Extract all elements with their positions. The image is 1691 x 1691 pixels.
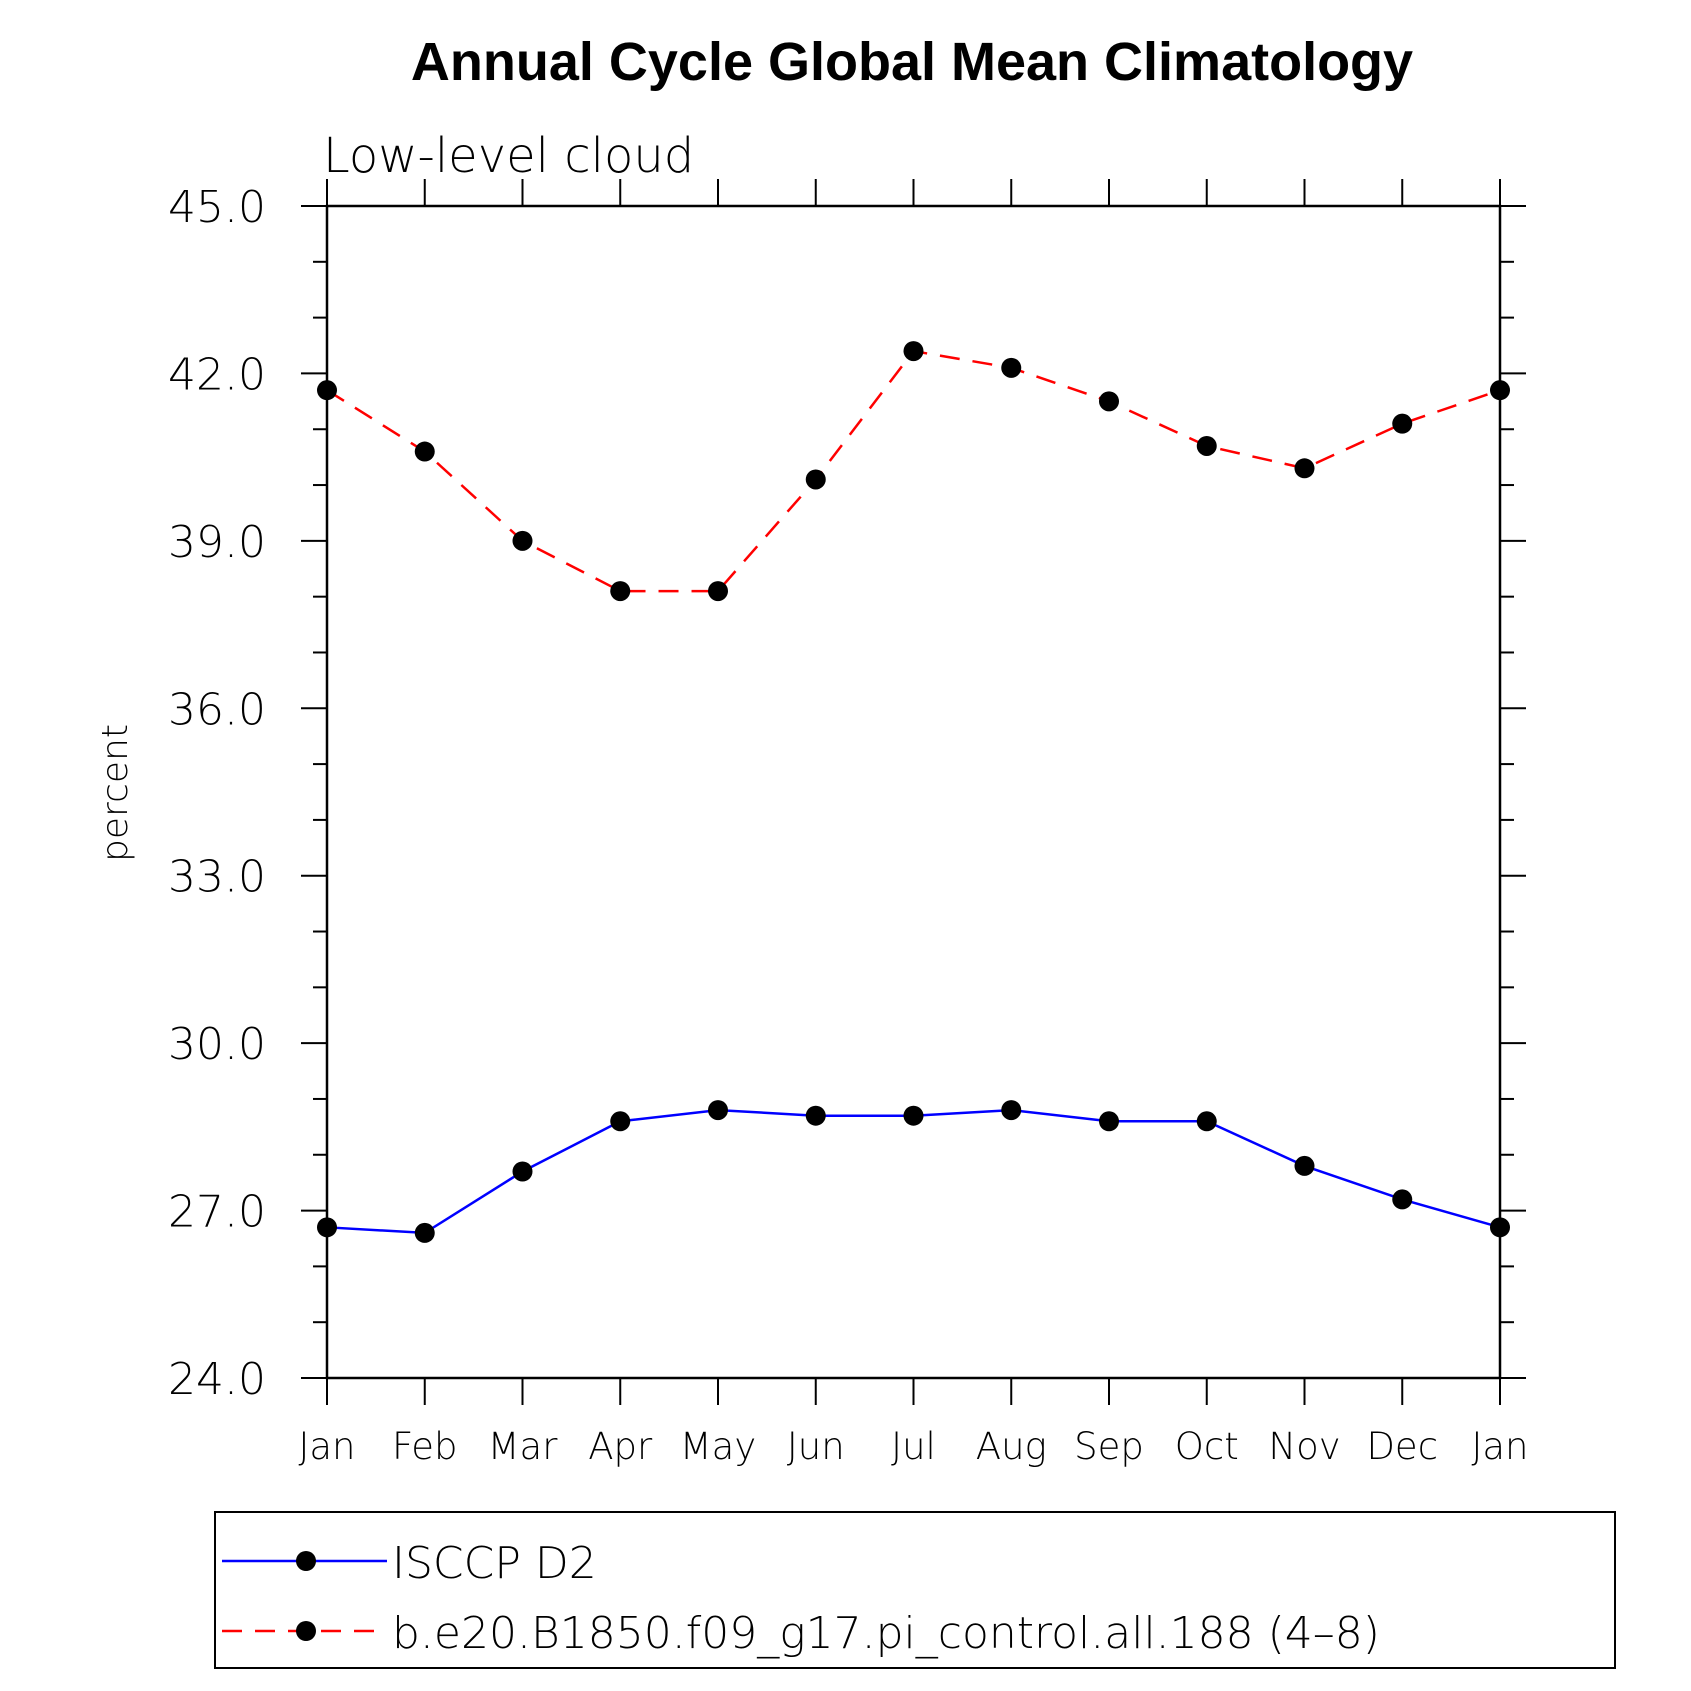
x-tick-label: Apr [588,1425,653,1468]
series-model [317,341,1510,602]
x-tick-label: Nov [1268,1425,1340,1468]
data-point [414,1222,435,1243]
data-point [317,1217,337,1238]
series-line [326,349,1501,593]
y-axis-label: percent [95,724,136,862]
data-point [903,341,924,362]
x-tick-label: Feb [392,1425,458,1468]
legend: ISCCP D2 b.e20.B1850.f09_g17.pi_control.a… [214,1511,1616,1669]
data-point [708,581,728,602]
legend-label: ISCCP D2 [392,1538,597,1589]
data-point [1099,391,1119,412]
legend-marker [296,1621,316,1641]
x-tick-label: Jan [298,1425,355,1468]
x-tick-label: Mar [488,1425,559,1468]
y-tick-label: 39.0 [168,517,266,568]
legend-marker [296,1551,316,1571]
y-tick-label: 45.0 [168,182,266,233]
y-tick-label: 24.0 [168,1354,266,1405]
data-point [610,581,631,602]
series-isccp [317,1100,1510,1243]
data-point [805,1105,826,1126]
chart-title: Annual Cycle Global Mean Climatology [411,32,1413,92]
x-tick-label: Sep [1074,1425,1144,1468]
chart-subtitle: Low-level cloud [323,128,694,184]
data-point [1294,1155,1315,1176]
data-point [512,1161,533,1182]
x-tick-label: Jun [787,1425,845,1468]
y-tick-label: 42.0 [168,349,266,400]
data-point [317,380,337,401]
data-point [512,530,533,551]
legend-label: b.e20.B1850.f09_g17.pi_control.all.188 (… [392,1608,1380,1659]
x-tick-label: Dec [1366,1425,1438,1468]
x-tick-label: Oct [1175,1425,1239,1468]
axes: 24.0 27.0 30.0 33.0 36.0 39.0 42.0 45.0 Jan Feb Ma… [168,179,1529,1468]
data-point [708,1100,728,1121]
data-point [1001,1100,1022,1121]
data-point [1490,1217,1510,1238]
x-tick-label: Aug [976,1425,1047,1468]
y-tick-label: 30.0 [168,1019,266,1070]
data-point [1001,357,1022,378]
series-group [317,341,1510,1243]
data-point [1392,1189,1413,1210]
data-point [1099,1111,1119,1132]
data-point [610,1111,631,1132]
data-point [1294,458,1315,479]
data-point [1490,380,1510,401]
y-tick-label: 27.0 [168,1187,266,1238]
data-point [805,469,826,490]
y-tick-label: 33.0 [168,852,266,903]
plot-frame [325,204,1502,1380]
x-tick-label: Jan [1471,1425,1528,1468]
y-tick-label: 36.0 [168,684,266,735]
data-point [1392,413,1413,434]
series-line [326,1108,1501,1235]
data-point [903,1105,924,1126]
x-tick-label: May [680,1425,757,1468]
data-point [1196,435,1217,456]
data-point [1196,1111,1217,1132]
legend-box [214,1511,1616,1669]
x-tick-label: Jul [891,1425,936,1468]
data-point [414,441,435,462]
